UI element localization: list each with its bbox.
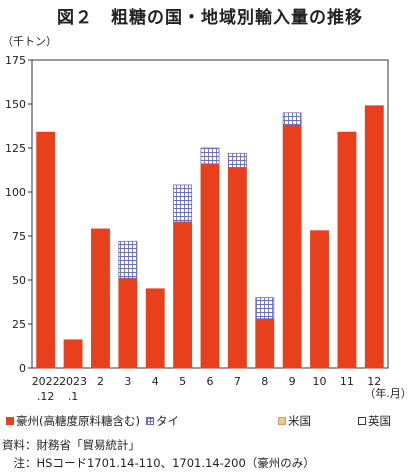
legend-swatch-australia xyxy=(6,417,14,425)
x-tick-label: 2 xyxy=(97,375,104,388)
bar-australia xyxy=(310,230,329,369)
x-tick-label: 7 xyxy=(234,375,241,388)
bar-thailand xyxy=(282,112,302,126)
chart-title: 図２ 粗糖の国・地域別輸入量の推移 xyxy=(57,8,363,28)
bar-australia xyxy=(173,221,193,369)
x-tick-label: 2022 xyxy=(32,375,60,388)
bar-australia xyxy=(145,288,165,369)
bar-australia xyxy=(91,228,110,369)
bar-australia xyxy=(63,339,83,369)
legend-label-uk: 英国 xyxy=(368,414,391,428)
legend-item-usa: 米国 xyxy=(278,413,311,429)
x-tick-label: 12 xyxy=(367,375,381,388)
bar-thailand xyxy=(255,297,275,320)
legend-item-uk: 英国 xyxy=(358,413,391,429)
source-note: 資料：財務省「貿易統計」 xyxy=(2,438,140,452)
x-tick-label-line2: .1 xyxy=(68,390,79,403)
bar-australia xyxy=(36,131,56,369)
y-tick-label: 175 xyxy=(5,54,26,67)
y-tick-label: 25 xyxy=(12,318,26,331)
bar-thailand xyxy=(173,184,193,223)
bar-thailand xyxy=(227,152,247,168)
bar-australia xyxy=(255,318,275,369)
x-tick-label: 10 xyxy=(313,375,327,388)
x-unit-label: （年.月） xyxy=(364,386,412,400)
legend-swatch-thailand xyxy=(146,417,154,425)
hs-code-note: 注：HSコード1701.14-110、1701.14-200（豪州のみ） xyxy=(2,456,315,470)
x-tick-label: 4 xyxy=(152,375,159,388)
x-tick-label-line2: .12 xyxy=(37,390,55,403)
y-tick-label: 150 xyxy=(5,98,26,111)
bar-thailand xyxy=(118,240,138,279)
y-tick-label: 50 xyxy=(12,274,26,287)
x-tick-label: 3 xyxy=(124,375,131,388)
y-tick-label: 125 xyxy=(5,142,26,155)
x-tick-label: 8 xyxy=(261,375,268,388)
bar-australia xyxy=(282,124,302,369)
legend-label-thailand: タイ xyxy=(156,414,179,428)
bar-australia xyxy=(364,105,384,369)
bar-australia xyxy=(200,163,220,369)
y-tick-label: 75 xyxy=(12,230,26,243)
x-tick-label: 9 xyxy=(289,375,296,388)
x-tick-label: 6 xyxy=(207,375,214,388)
x-tick-label: 5 xyxy=(179,375,186,388)
x-tick-label: 11 xyxy=(340,375,354,388)
y-tick-label: 0 xyxy=(19,362,26,375)
legend-item-australia: 豪州(高糖度原料糖含む) xyxy=(6,413,140,429)
bar-chart: （千トン） （年.月） 02550751001251501752022.1220… xyxy=(2,35,412,403)
legend: 豪州(高糖度原料糖含む) タイ 米国 英国 xyxy=(6,413,418,429)
legend-item-thailand: タイ xyxy=(146,413,179,429)
bar-thailand xyxy=(200,147,220,165)
bar-australia xyxy=(337,131,357,369)
legend-label-usa: 米国 xyxy=(288,414,311,428)
y-unit-label: （千トン） xyxy=(2,35,57,48)
legend-swatch-uk xyxy=(358,417,366,425)
x-tick-label: 2023 xyxy=(59,375,87,388)
legend-label-australia: 豪州(高糖度原料糖含む) xyxy=(16,414,140,428)
legend-swatch-usa xyxy=(278,417,286,425)
y-tick-label: 100 xyxy=(5,186,26,199)
bar-australia xyxy=(118,277,138,369)
bar-australia xyxy=(227,166,247,369)
